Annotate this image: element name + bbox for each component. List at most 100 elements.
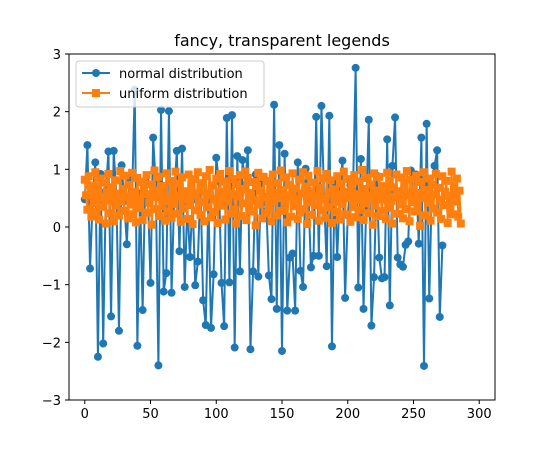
data-point xyxy=(422,186,431,195)
data-point xyxy=(435,195,444,204)
data-point xyxy=(314,251,323,260)
data-point xyxy=(345,175,354,184)
data-point xyxy=(266,183,275,192)
data-point xyxy=(310,201,319,210)
plot-area: 0 50 100 150 200 250 300 −3 −2 −1 0 1 2 3 xyxy=(42,48,496,422)
data-point xyxy=(433,208,442,217)
data-point xyxy=(356,205,365,214)
data-point xyxy=(289,202,298,211)
data-point xyxy=(258,214,267,223)
data-point xyxy=(103,188,112,197)
y-tick-label: 3 xyxy=(53,48,61,63)
data-point xyxy=(275,141,284,150)
legend-entry-normal: normal distribution xyxy=(82,67,243,82)
data-point xyxy=(380,189,389,198)
data-point xyxy=(170,199,179,208)
data-point xyxy=(409,184,418,193)
data-point xyxy=(212,174,221,183)
data-point xyxy=(83,141,92,150)
data-point xyxy=(274,179,283,188)
data-point xyxy=(288,169,297,178)
data-point xyxy=(159,287,168,296)
data-point xyxy=(109,217,118,226)
data-point xyxy=(414,239,423,248)
data-point xyxy=(333,172,342,181)
data-point xyxy=(164,107,173,116)
data-point xyxy=(201,172,210,181)
data-point xyxy=(116,167,125,176)
data-point xyxy=(450,182,459,191)
data-point xyxy=(417,178,426,187)
data-point xyxy=(455,186,464,195)
data-point xyxy=(243,173,252,182)
data-point xyxy=(272,211,281,220)
data-point xyxy=(209,270,218,279)
data-point xyxy=(264,203,273,212)
data-point xyxy=(112,201,121,210)
data-point xyxy=(299,282,308,291)
data-point xyxy=(183,214,192,223)
data-point xyxy=(184,170,193,179)
data-point xyxy=(278,346,286,355)
data-point xyxy=(149,186,158,195)
data-point xyxy=(182,194,191,203)
legend-label-normal: normal distribution xyxy=(119,67,243,82)
data-point xyxy=(86,181,95,190)
data-point xyxy=(192,206,201,215)
data-point xyxy=(203,203,212,212)
data-point xyxy=(238,199,247,208)
data-point xyxy=(412,171,421,180)
data-point xyxy=(146,180,155,189)
data-point xyxy=(391,193,400,202)
data-point xyxy=(137,178,146,187)
y-tick-label: −1 xyxy=(42,279,61,294)
data-point xyxy=(217,201,226,210)
data-point xyxy=(442,176,451,185)
data-point xyxy=(333,252,342,261)
data-point xyxy=(400,179,409,188)
data-point xyxy=(246,345,255,354)
data-point xyxy=(421,211,430,220)
data-point xyxy=(296,266,305,275)
data-point xyxy=(349,202,357,211)
data-point xyxy=(404,191,413,200)
data-point xyxy=(430,161,439,170)
data-point xyxy=(343,194,352,203)
x-tick-label: 250 xyxy=(401,407,426,422)
data-point xyxy=(358,165,367,174)
data-point xyxy=(417,133,426,142)
data-point xyxy=(176,217,185,226)
data-point xyxy=(426,216,435,225)
data-point xyxy=(150,166,159,175)
data-point xyxy=(279,186,288,195)
data-point xyxy=(260,193,269,202)
data-point xyxy=(383,168,392,177)
data-point xyxy=(434,183,443,192)
data-point xyxy=(216,169,225,178)
data-point xyxy=(388,161,397,170)
data-point xyxy=(113,189,122,198)
data-point xyxy=(410,207,419,216)
data-point xyxy=(138,216,147,225)
data-point xyxy=(316,183,325,192)
data-point xyxy=(351,213,360,222)
data-point xyxy=(366,192,375,201)
data-point xyxy=(281,173,290,182)
data-point xyxy=(178,144,187,153)
data-point xyxy=(210,208,219,217)
data-point xyxy=(329,185,338,194)
data-point xyxy=(299,168,308,177)
data-point xyxy=(387,197,396,206)
data-point xyxy=(371,201,380,210)
data-point xyxy=(145,198,154,207)
data-point xyxy=(420,361,428,370)
data-point xyxy=(124,214,133,223)
data-point xyxy=(99,202,108,211)
data-point xyxy=(301,182,310,191)
data-point xyxy=(207,213,215,222)
data-point xyxy=(226,209,235,218)
data-point xyxy=(187,182,196,191)
data-point xyxy=(175,179,184,188)
data-point xyxy=(162,169,171,178)
